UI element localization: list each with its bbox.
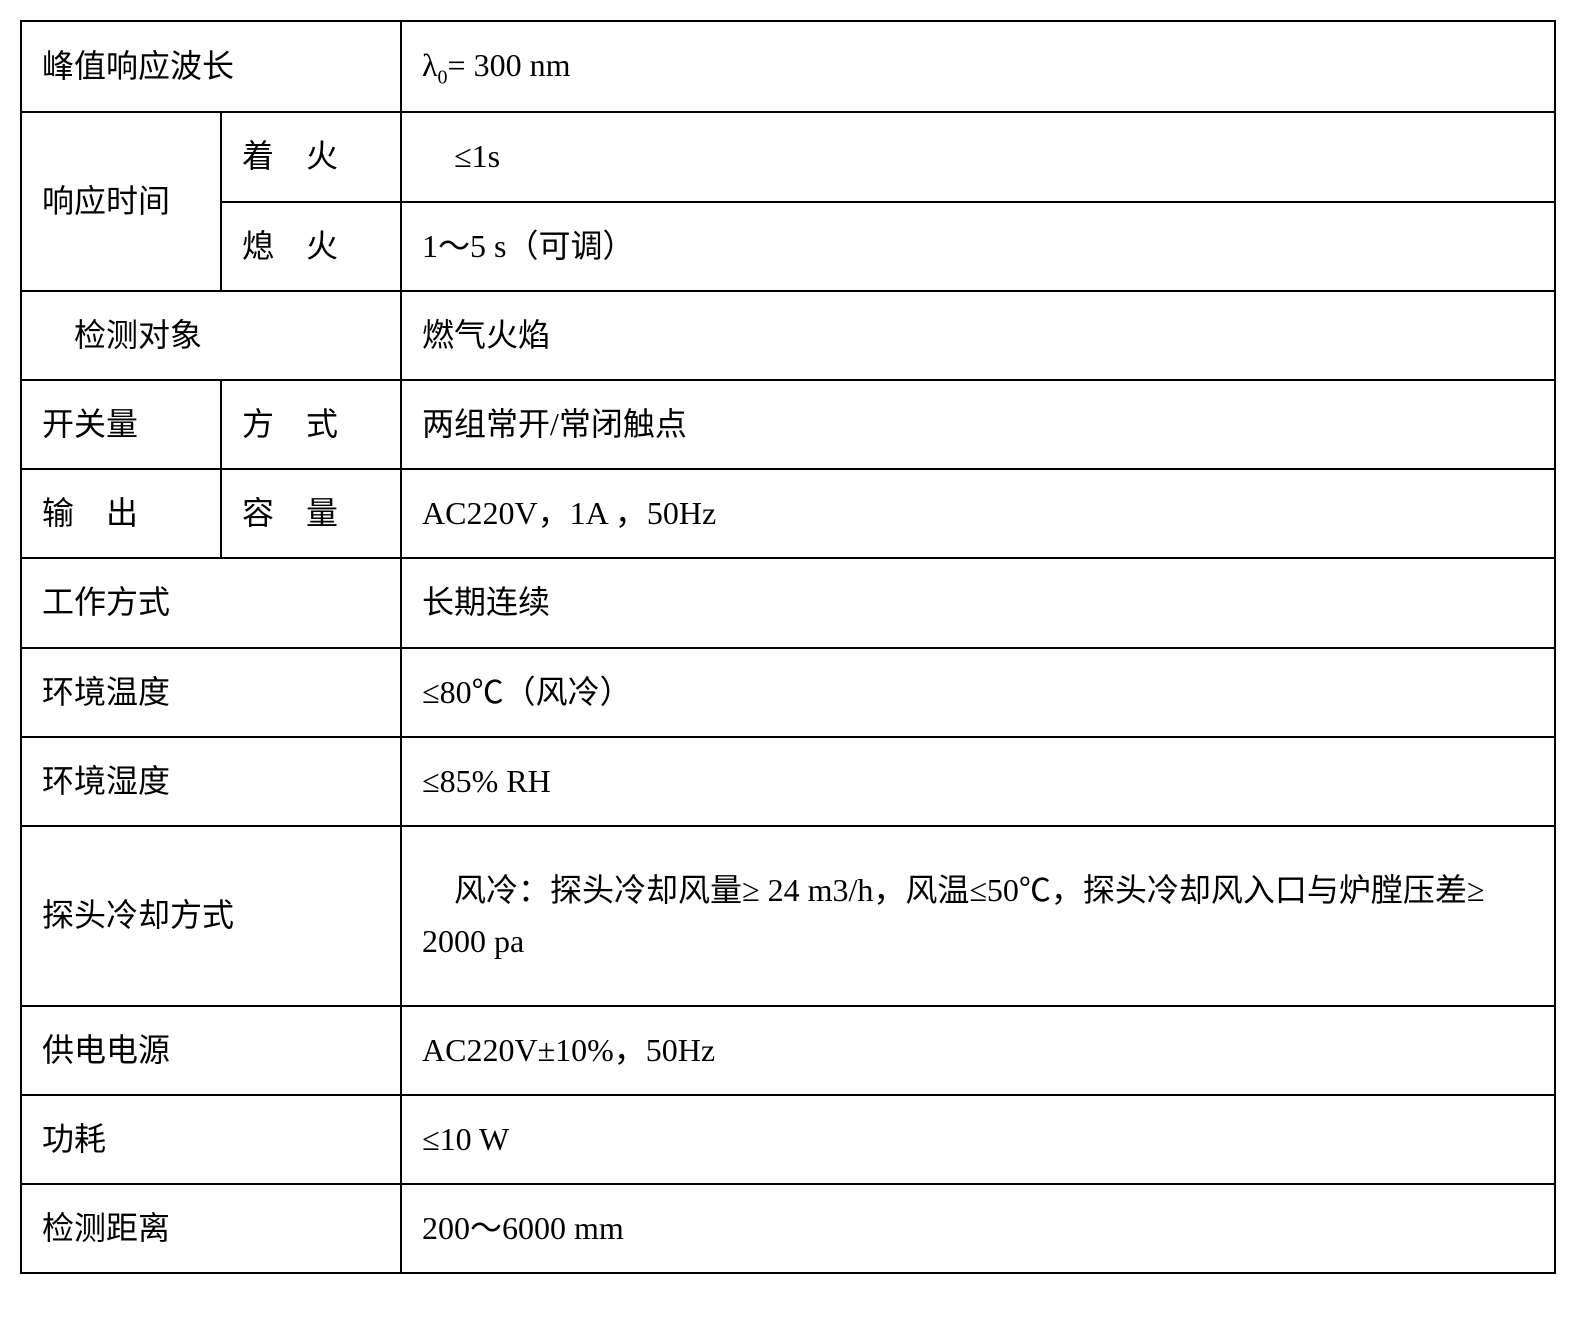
- sublabel-cell: 方 式: [221, 380, 401, 469]
- value-cell: 长期连续: [401, 558, 1555, 647]
- value-cell: 1～5 s（可调）: [401, 202, 1555, 291]
- table-row: 环境湿度 ≤85% RH: [21, 737, 1555, 826]
- value-cell: ≤85% RH: [401, 737, 1555, 826]
- label-cell: 功耗: [21, 1095, 401, 1184]
- table-row: 熄 火 1～5 s（可调）: [21, 202, 1555, 291]
- sublabel-cell: 熄 火: [221, 202, 401, 291]
- label-cell: 工作方式: [21, 558, 401, 647]
- label-cell: 输 出: [21, 469, 221, 558]
- table-row: 检测对象 燃气火焰: [21, 291, 1555, 380]
- table-row: 工作方式 长期连续: [21, 558, 1555, 647]
- value-cell: 风冷：探头冷却风量≥ 24 m3/h，风温≤50℃，探头冷却风入口与炉膛压差≥ …: [401, 826, 1555, 1006]
- value-cell: ≤80℃（风冷）: [401, 648, 1555, 737]
- value-cell: 200～6000 mm: [401, 1184, 1555, 1273]
- value-cell: 两组常开/常闭触点: [401, 380, 1555, 469]
- label-cell: 供电电源: [21, 1006, 401, 1095]
- label-cell: 环境温度: [21, 648, 401, 737]
- label-cell: 探头冷却方式: [21, 826, 401, 1006]
- table-row: 供电电源 AC220V±10%，50Hz: [21, 1006, 1555, 1095]
- table-row: 响应时间 着 火 ≤1s: [21, 112, 1555, 201]
- table-row: 检测距离 200～6000 mm: [21, 1184, 1555, 1273]
- table-row: 峰值响应波长 λ0= 300 nm: [21, 21, 1555, 112]
- value-cell: AC220V±10%，50Hz: [401, 1006, 1555, 1095]
- table-row: 输 出 容 量 AC220V，1A ，50Hz: [21, 469, 1555, 558]
- sublabel-cell: 着 火: [221, 112, 401, 201]
- label-cell: 开关量: [21, 380, 221, 469]
- value-cell: ≤1s: [401, 112, 1555, 201]
- value-cell: 燃气火焰: [401, 291, 1555, 380]
- label-cell: 峰值响应波长: [21, 21, 401, 112]
- table-row: 功耗 ≤10 W: [21, 1095, 1555, 1184]
- value-cell: AC220V，1A ，50Hz: [401, 469, 1555, 558]
- value-cell: λ0= 300 nm: [401, 21, 1555, 112]
- label-cell: 环境湿度: [21, 737, 401, 826]
- label-cell: 检测对象: [21, 291, 401, 380]
- label-cell: 检测距离: [21, 1184, 401, 1273]
- table-row: 环境温度 ≤80℃（风冷）: [21, 648, 1555, 737]
- table-row: 开关量 方 式 两组常开/常闭触点: [21, 380, 1555, 469]
- value-cell: ≤10 W: [401, 1095, 1555, 1184]
- table-row: 探头冷却方式 风冷：探头冷却风量≥ 24 m3/h，风温≤50℃，探头冷却风入口…: [21, 826, 1555, 1006]
- label-cell: 响应时间: [21, 112, 221, 290]
- spec-table: 峰值响应波长 λ0= 300 nm 响应时间 着 火 ≤1s 熄 火 1～5 s…: [20, 20, 1556, 1274]
- sublabel-cell: 容 量: [221, 469, 401, 558]
